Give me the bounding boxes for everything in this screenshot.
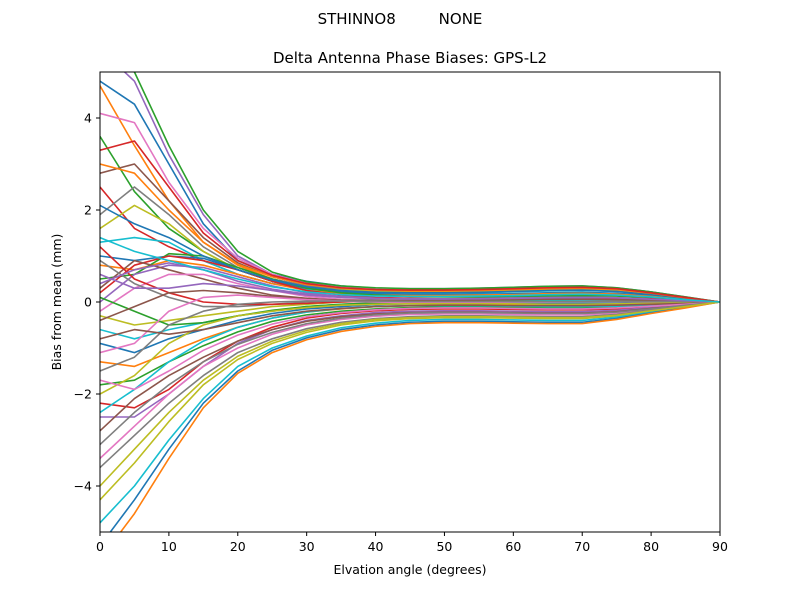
y-axis: −4 −2 0 2 4 bbox=[74, 111, 100, 494]
y-axis-label: Bias from mean (mm) bbox=[49, 234, 64, 371]
x-tick-label: 60 bbox=[505, 539, 521, 554]
y-tick-label: 0 bbox=[84, 295, 92, 310]
series-line-s41 bbox=[100, 204, 720, 303]
series-line-s48 bbox=[100, 301, 720, 446]
series-line-s30 bbox=[100, 301, 720, 524]
series-line-s32 bbox=[119, 301, 720, 532]
x-tick-label: 80 bbox=[643, 539, 659, 554]
x-tick-label: 30 bbox=[299, 539, 315, 554]
x-tick-label: 10 bbox=[161, 539, 177, 554]
series-line-s43 bbox=[131, 72, 720, 303]
series-layer bbox=[100, 72, 720, 532]
series-line-s31 bbox=[109, 301, 720, 532]
series-line-s12 bbox=[100, 259, 720, 303]
series-line-s42 bbox=[100, 163, 720, 303]
y-tick-label: 4 bbox=[84, 111, 92, 126]
series-line-s9 bbox=[100, 204, 720, 303]
series-line-s47 bbox=[100, 301, 720, 391]
figure-suptitle: STHINNO8 NONE bbox=[318, 10, 483, 28]
x-tick-label: 40 bbox=[368, 539, 384, 554]
x-tick-label: 70 bbox=[574, 539, 590, 554]
y-tick-label: 2 bbox=[84, 203, 92, 218]
chart-title: Delta Antenna Phase Biases: GPS-L2 bbox=[273, 49, 547, 67]
series-line-s39 bbox=[100, 301, 720, 395]
series-line-s27 bbox=[100, 301, 720, 459]
series-line-s44 bbox=[100, 140, 720, 303]
series-line-s2 bbox=[100, 85, 720, 303]
series-line-s50 bbox=[100, 236, 720, 303]
x-axis-label: Elvation angle (degrees) bbox=[333, 562, 486, 577]
series-line-s28 bbox=[100, 301, 720, 469]
series-line-s23 bbox=[100, 301, 720, 386]
x-axis: 0 10 20 30 40 50 60 70 80 90 bbox=[96, 532, 728, 554]
series-line-s49 bbox=[100, 301, 720, 487]
series-line-s11 bbox=[100, 255, 720, 303]
x-tick-label: 20 bbox=[230, 539, 246, 554]
x-tick-label: 50 bbox=[436, 539, 452, 554]
x-tick-label: 0 bbox=[96, 539, 104, 554]
y-tick-label: −4 bbox=[74, 479, 92, 494]
series-line-s36 bbox=[100, 289, 720, 322]
x-tick-label: 90 bbox=[712, 539, 728, 554]
series-line-s46 bbox=[100, 301, 720, 340]
y-tick-label: −2 bbox=[74, 387, 92, 402]
series-line-s38 bbox=[100, 300, 720, 372]
